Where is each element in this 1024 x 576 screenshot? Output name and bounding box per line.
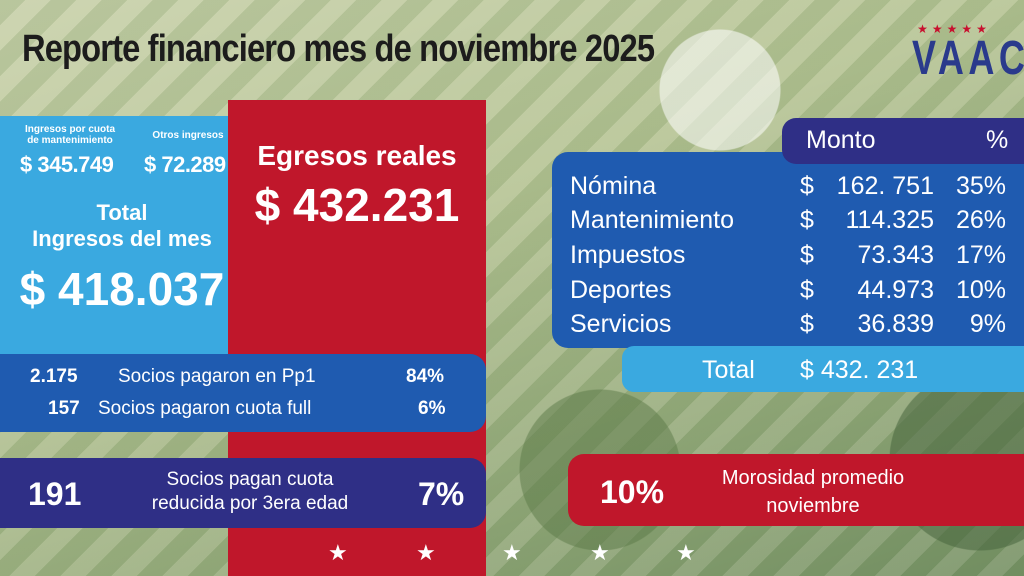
morosidad-pct: 10% [600,474,665,510]
morosidad-label-line1: Morosidad promedio [721,467,905,489]
reducida-pct: 7% [418,476,465,512]
egresos-total-label: Total [702,356,755,384]
header-pct: % [986,126,1009,154]
total-ingresos-value: $ 418.037 [19,263,225,315]
reducida-label: Socios pagan cuota reducida por 3era eda… [120,468,380,516]
row-concepto: Nómina [570,172,657,200]
total-ingresos-label-line1: Total [96,200,148,225]
row-monto: 162. 751 [836,172,934,200]
egresos-table [552,152,1024,348]
row-concepto: Deportes [570,276,672,304]
egresos-table-header [782,118,1024,164]
socios-full-pct: 6% [418,398,446,419]
row-pct: 10% [955,276,1006,304]
row-pct: 17% [955,241,1006,269]
row-currency: $ [800,310,814,338]
row-concepto: Impuestos [570,241,686,269]
star-icon: ★ [676,540,696,565]
row-currency: $ [800,172,814,200]
socios-full-count: 157 [48,398,80,419]
logo-text: VAAC [912,32,1024,85]
row-pct: 35% [955,172,1006,200]
row-currency: $ [800,206,814,234]
ingresos-panel [0,116,244,356]
cuota-label: Ingresos por cuota de mantenimiento [8,124,132,146]
star-icon: ★ [502,540,522,565]
row-currency: $ [800,241,814,269]
egresos-total-value: $ 432. 231 [800,356,919,384]
row-monto: 114.325 [845,206,934,234]
row-pct: 9% [969,310,1006,338]
morosidad-label-line2: noviembre [766,495,860,517]
cuota-value: $ 345.749 [20,152,114,177]
page-title: Reporte financiero mes de noviembre 2025 [22,28,655,70]
row-monto: 36.839 [857,310,934,338]
total-ingresos-label-line2: Ingresos del mes [32,226,212,251]
row-concepto: Mantenimiento [570,206,734,234]
total-ingresos-label: Total Ingresos del mes [0,200,244,252]
star-icon: ★ [416,540,436,565]
socios-full-label: Socios pagaron cuota full [98,398,312,419]
header-monto: Monto [806,126,876,154]
reducida-box [0,458,486,528]
egresos-total-bar [622,346,1024,392]
star-icon: ★ [328,540,348,565]
socios-box [0,354,486,432]
logo-stars: ★★★★★ [917,22,991,36]
morosidad-label: Morosidad promedio noviembre [706,464,920,520]
star-icon: ★ [590,540,610,565]
otros-label: Otros ingresos [152,130,224,141]
socios-pp1-pct: 84% [406,366,445,387]
row-currency: $ [800,276,814,304]
egresos-label: Egresos reales [257,140,457,171]
row-monto: 73.343 [857,241,934,269]
socios-pp1-count: 2.175 [30,366,78,387]
cuota-label-line2: de mantenimiento [27,135,113,146]
reducida-label-line2: reducida por 3era edad [151,493,349,514]
reducida-label-line1: Socios pagan cuota [166,469,334,490]
row-pct: 26% [955,206,1006,234]
vaac-logo: ★★★★★ VAAC [898,22,1024,85]
row-monto: 44.973 [857,276,934,304]
otros-value: $ 72.289 [144,152,226,177]
socios-pp1-label: Socios pagaron en Pp1 [118,366,316,387]
morosidad-box [568,454,1024,526]
reducida-count: 191 [28,476,82,512]
egresos-value: $ 432.231 [254,179,460,231]
cuota-label-line1: Ingresos por cuota [24,124,115,135]
row-concepto: Servicios [570,310,672,338]
